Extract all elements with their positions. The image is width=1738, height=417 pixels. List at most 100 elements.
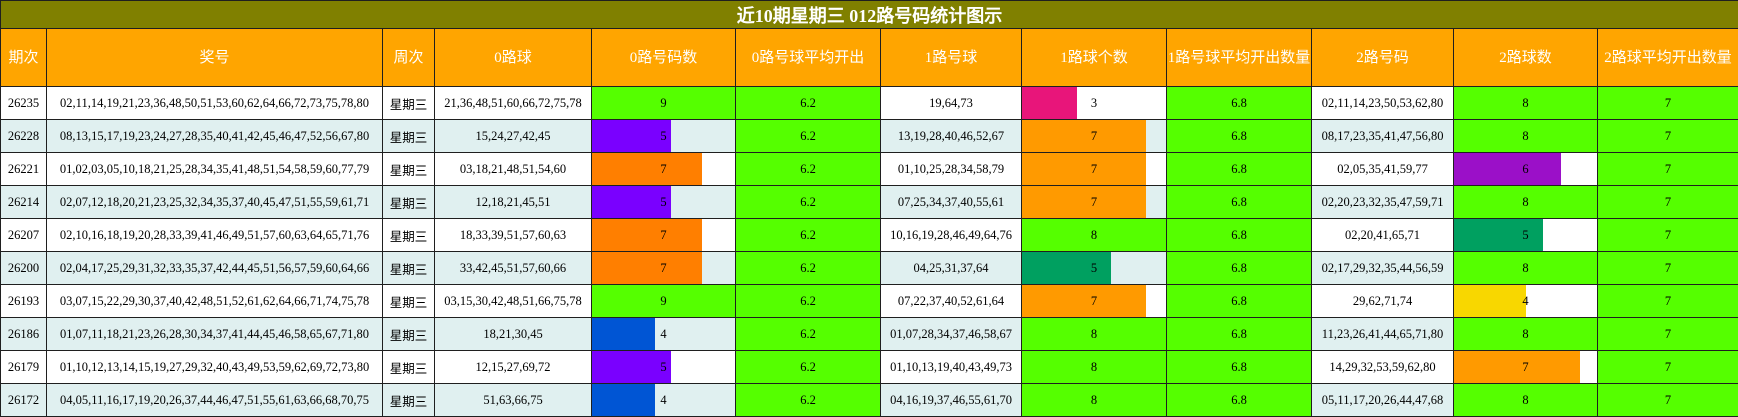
road0-cell: 03,15,30,42,48,51,66,75,78 [434, 284, 592, 318]
road0-count-cell: 9 [591, 86, 736, 120]
header-road2-avg: 2路球平均开出数量 [1596, 28, 1738, 87]
header-road0: 0路球 [434, 28, 592, 87]
road1-avg-cell: 6.8 [1166, 152, 1312, 186]
road0-avg-cell: 6.2 [735, 185, 881, 219]
header-road0-count: 0路号码数 [591, 28, 736, 87]
road2-count-cell-bar [1454, 285, 1526, 317]
issue-cell: 26179 [0, 350, 47, 384]
road1-avg-cell: 6.8 [1166, 383, 1312, 417]
road0-count-cell-bar [592, 252, 703, 284]
weekday-cell: 星期三 [382, 317, 435, 351]
road2-cell: 02,05,35,41,59,77 [1311, 152, 1454, 186]
road2-cell: 02,20,23,32,35,47,59,71 [1311, 185, 1454, 219]
issue-cell: 26172 [0, 383, 47, 417]
road0-count-cell: 5 [591, 119, 736, 153]
table-row: 26186 01,07,11,18,21,23,26,28,30,34,37,41… [0, 317, 1738, 351]
road2-avg-cell: 7 [1596, 218, 1738, 252]
road2-count-cell: 5 [1453, 218, 1598, 252]
road2-count-cell-value: 5 [1522, 227, 1529, 242]
road2-count-cell: 4 [1453, 284, 1598, 318]
numbers-cell: 01,07,11,18,21,23,26,28,30,34,37,41,44,4… [46, 317, 383, 351]
road0-avg-cell: 6.2 [735, 317, 881, 351]
road0-count-cell-bar [592, 318, 655, 350]
road2-avg-cell: 7 [1596, 251, 1738, 285]
road1-cell: 07,22,37,40,52,61,64 [880, 284, 1022, 318]
road0-cell: 12,18,21,45,51 [434, 185, 592, 219]
road2-count-cell-value: 7 [1522, 359, 1529, 374]
road0-avg-cell: 6.2 [735, 350, 881, 384]
issue-cell: 26235 [0, 86, 47, 120]
road1-count-cell-bar [1022, 153, 1146, 185]
road2-cell: 29,62,71,74 [1311, 284, 1454, 318]
road0-count-cell: 5 [591, 350, 736, 384]
road0-cell: 21,36,48,51,60,66,72,75,78 [434, 86, 592, 120]
header-weekday: 周次 [382, 28, 435, 87]
road0-count-cell-value: 7 [660, 260, 667, 275]
road1-avg-cell: 6.8 [1166, 119, 1312, 153]
road0-count-cell-value: 7 [660, 161, 667, 176]
road0-avg-cell: 6.2 [735, 86, 881, 120]
table-row: 26207 02,10,16,18,19,20,28,33,39,41,46,49… [0, 218, 1738, 252]
weekday-cell: 星期三 [382, 218, 435, 252]
road1-count-cell: 3 [1021, 86, 1167, 120]
road0-count-cell: 4 [591, 317, 736, 351]
road1-avg-cell: 6.8 [1166, 251, 1312, 285]
road2-cell: 05,11,17,20,26,44,47,68 [1311, 383, 1454, 417]
road2-avg-cell: 7 [1596, 317, 1738, 351]
road1-count-cell-bar [1022, 252, 1112, 284]
road1-cell: 19,64,73 [880, 86, 1022, 120]
road1-cell: 01,10,13,19,40,43,49,73 [880, 350, 1022, 384]
road0-avg-cell: 6.2 [735, 251, 881, 285]
road2-cell: 14,29,32,53,59,62,80 [1311, 350, 1454, 384]
road1-avg-cell: 6.8 [1166, 317, 1312, 351]
road0-count-cell-bar [592, 351, 671, 383]
road1-count-cell-value: 7 [1090, 293, 1098, 308]
road1-count-cell-value: 7 [1090, 128, 1098, 143]
road0-cell: 15,24,27,42,45 [434, 119, 592, 153]
road0-count-cell: 7 [591, 218, 736, 252]
road2-count-cell: 8 [1453, 251, 1598, 285]
issue-cell: 26214 [0, 185, 47, 219]
numbers-cell: 02,10,16,18,19,20,28,33,39,41,46,49,51,5… [46, 218, 383, 252]
road1-count-cell-bar [1022, 120, 1146, 152]
table-row: 26221 01,02,03,05,10,18,21,25,28,34,35,41… [0, 152, 1738, 186]
road1-cell: 01,10,25,28,34,58,79 [880, 152, 1022, 186]
numbers-cell: 01,02,03,05,10,18,21,25,28,34,35,41,48,5… [46, 152, 383, 186]
weekday-cell: 星期三 [382, 152, 435, 186]
road2-cell: 02,17,29,32,35,44,56,59 [1311, 251, 1454, 285]
table-row: 26228 08,13,15,17,19,23,24,27,28,35,40,41… [0, 119, 1738, 153]
road0-count-cell-bar [592, 120, 671, 152]
road2-count-cell: 6 [1453, 152, 1598, 186]
road1-count-cell: 7 [1021, 119, 1167, 153]
road1-count-cell-value: 3 [1090, 95, 1098, 110]
road0-count-cell: 7 [591, 251, 736, 285]
numbers-cell: 04,05,11,16,17,19,20,26,37,44,46,47,51,5… [46, 383, 383, 417]
numbers-cell: 02,11,14,19,21,23,36,48,50,51,53,60,62,6… [46, 86, 383, 120]
road1-count-cell-bar [1022, 87, 1077, 119]
road0-avg-cell: 6.2 [735, 152, 881, 186]
road0-count-cell: 7 [591, 152, 736, 186]
road2-avg-cell: 7 [1596, 350, 1738, 384]
road2-count-cell: 8 [1453, 185, 1598, 219]
road0-cell: 33,42,45,51,57,60,66 [434, 251, 592, 285]
road0-cell: 51,63,66,75 [434, 383, 592, 417]
road0-avg-cell: 6.2 [735, 119, 881, 153]
road1-avg-cell: 6.8 [1166, 86, 1312, 120]
header-road1-avg: 1路号球平均开出数量 [1166, 28, 1312, 87]
road1-count-cell-value: 7 [1090, 194, 1098, 209]
road2-avg-cell: 7 [1596, 383, 1738, 417]
road1-count-cell: 5 [1021, 251, 1167, 285]
road2-avg-cell: 7 [1596, 86, 1738, 120]
road0-count-cell-bar [592, 153, 703, 185]
road1-count-cell: 8 [1021, 317, 1167, 351]
table-row: 26214 02,07,12,18,20,21,23,25,32,34,35,37… [0, 185, 1738, 219]
header-road2-count: 2路球数 [1453, 28, 1598, 87]
table-row: 26200 02,04,17,25,29,31,32,33,35,37,42,44… [0, 251, 1738, 285]
road0-count-cell-value: 4 [660, 392, 667, 407]
road1-avg-cell: 6.8 [1166, 284, 1312, 318]
road2-avg-cell: 7 [1596, 284, 1738, 318]
table-row: 26235 02,11,14,19,21,23,36,48,50,51,53,60… [0, 86, 1738, 120]
weekday-cell: 星期三 [382, 185, 435, 219]
weekday-cell: 星期三 [382, 86, 435, 120]
road1-count-cell-value: 7 [1090, 161, 1098, 176]
